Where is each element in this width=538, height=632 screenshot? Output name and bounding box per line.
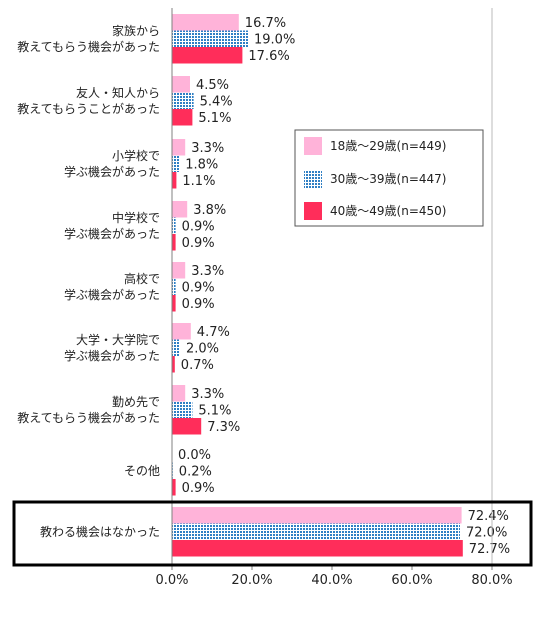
bar [172,262,186,279]
category-label-line: 中学校で [112,210,160,225]
data-label: 3.3% [191,141,224,156]
highlight-box [12,500,533,567]
bar [172,139,186,156]
category-label-line: 学ぶ機会があった [64,287,160,302]
category-label-line: 教えてもらう機会があった [17,410,160,425]
data-label: 0.7% [181,358,214,373]
bar [172,418,202,435]
data-label: 0.9% [182,297,215,312]
data-label: 1.8% [185,158,218,173]
bar [172,479,176,496]
legend-swatch [304,202,322,220]
category-label-line: 勤め先で [112,395,160,409]
category-label-line: 家族から [112,23,160,38]
data-label: 0.9% [182,281,215,296]
value-labels: 16.7%19.0%17.6%4.5%5.4%5.1%3.3%1.8%1.1%3… [178,16,510,557]
category-label: 中学校で学ぶ機会があった [64,210,160,241]
bar [172,76,190,93]
x-tick-label: 0.0% [155,573,188,588]
category-label-line: 学ぶ機会があった [64,164,160,179]
bar [172,109,193,126]
bar [172,234,176,251]
bar [172,47,243,64]
legend: 18歳～29歳(n=449) 30歳～39歳(n=447) 40歳～49歳(n=45… [294,129,484,227]
bar [172,278,176,295]
bar [172,172,177,189]
legend-label: 30歳～39歳(n=447) [330,172,446,186]
data-label: 5.1% [198,404,231,419]
category-label-line: 小学校で [112,148,160,163]
data-label: 7.3% [207,420,240,435]
data-label: 72.0% [466,526,507,541]
bar [172,385,186,402]
category-label-line: 大学・大学院で [76,332,160,347]
bar [172,295,176,312]
bar [172,217,176,234]
x-tick-label: 80.0% [471,573,512,588]
legend-swatch [304,137,322,155]
category-label: 高校で学ぶ機会があった [64,271,160,302]
bar [172,356,175,373]
category-label-line: 教えてもらう機会があった [17,39,160,54]
data-label: 5.1% [198,111,231,126]
legend-label: 40歳～49歳(n=450) [330,204,446,218]
data-label: 17.6% [248,49,289,64]
data-label: 3.8% [193,203,226,218]
category-label: その他 [124,464,160,478]
bar [172,401,193,418]
category-label-line: 教わる機会はなかった [40,524,160,539]
data-label: 0.0% [178,448,211,463]
bar [172,507,462,524]
category-label: 友人・知人から教えてもらうことがあった [17,86,160,116]
category-label-line: 友人・知人から [76,86,160,100]
category-label: 家族から教えてもらう機会があった [17,23,160,54]
category-label: 大学・大学院で学ぶ機会があった [64,332,160,363]
bar [172,201,188,218]
bar [172,540,463,557]
data-label: 1.1% [182,174,215,189]
data-label: 2.0% [186,342,219,357]
data-label: 4.7% [197,325,230,340]
category-label-line: 高校で [124,271,160,286]
data-label: 16.7% [245,16,286,31]
data-label: 0.2% [179,465,212,480]
bar [172,30,248,47]
x-axis: 0.0% 20.0% 40.0% 60.0% 80.0% [155,8,513,588]
x-tick-label: 20.0% [231,573,272,588]
bars-layer [172,14,463,557]
bar [172,92,194,109]
legend-swatch [304,170,322,188]
category-label-line: 学ぶ機会があった [64,348,160,363]
category-label-line: その他 [124,464,160,478]
data-label: 3.3% [191,264,224,279]
bar [172,155,180,172]
data-label: 4.5% [196,78,229,93]
category-label: 勤め先で教えてもらう機会があった [17,395,160,425]
data-label: 0.9% [182,236,215,251]
data-label: 5.4% [200,95,233,110]
data-label: 3.3% [191,387,224,402]
category-labels: 家族から教えてもらう機会があった友人・知人から教えてもらうことがあった小学校で学… [17,23,160,539]
data-label: 0.9% [182,481,215,496]
legend-box [294,129,484,227]
category-label-line: 学ぶ機会があった [64,226,160,241]
data-label: 72.4% [468,509,509,524]
x-tick-label: 40.0% [311,573,352,588]
data-label: 19.0% [254,33,295,48]
data-label: 0.9% [182,220,215,235]
bar [172,523,460,540]
category-label: 教わる機会はなかった [40,524,160,539]
x-tick-label: 60.0% [391,573,432,588]
category-label: 小学校で学ぶ機会があった [64,148,160,179]
legend-label: 18歳～29歳(n=449) [330,139,446,153]
bar [172,14,239,31]
data-label: 72.7% [469,542,510,557]
category-label-line: 教えてもらうことがあった [17,101,160,116]
bar [172,323,191,340]
bar [172,339,180,356]
